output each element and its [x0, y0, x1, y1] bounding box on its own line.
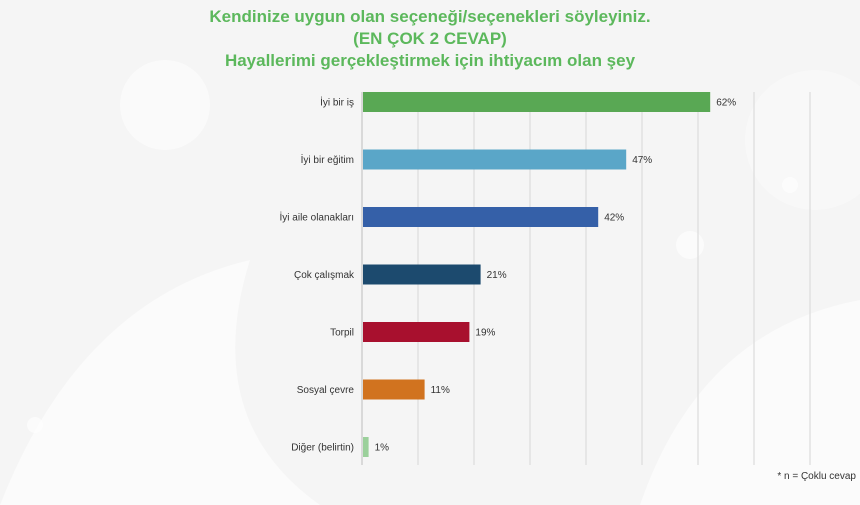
title-line-2: (EN ÇOK 2 CEVAP): [353, 29, 507, 48]
bar: [363, 92, 711, 112]
value-label: 62%: [716, 98, 736, 109]
value-label: 19%: [475, 328, 495, 339]
value-label: 47%: [632, 155, 652, 166]
value-label: 11%: [431, 385, 450, 396]
footnote: * n = Çoklu cevap: [777, 471, 856, 482]
value-label: 21%: [487, 270, 507, 281]
category-label: Diğer (belirtin): [291, 443, 354, 454]
bar: [363, 437, 369, 457]
category-label: İyi bir eğitim: [301, 153, 354, 166]
bars: İyi bir iş 62% İyi bir eğitim 47% İyi aile o…: [280, 92, 736, 457]
bar: [363, 207, 599, 227]
category-label: Sosyal çevre: [297, 385, 355, 396]
title-line-3: Hayallerimi gerçekleştirmek için ihtiyac…: [224, 51, 636, 70]
value-label: 1%: [375, 443, 390, 454]
chart-title: Kendinize uygun olan seçeneği/seçenekler…: [0, 6, 860, 72]
bar: [363, 322, 470, 342]
bar: [363, 149, 627, 170]
bar: [363, 264, 481, 285]
bar: [363, 379, 425, 400]
title-line-1: Kendinize uygun olan seçeneği/seçenekler…: [209, 7, 651, 26]
category-label: Çok çalışmak: [294, 270, 355, 281]
value-label: 42%: [604, 213, 624, 224]
category-label: İyi aile olanakları: [280, 211, 354, 224]
category-label: İyi bir iş: [320, 96, 354, 109]
category-label: Torpil: [330, 328, 354, 339]
